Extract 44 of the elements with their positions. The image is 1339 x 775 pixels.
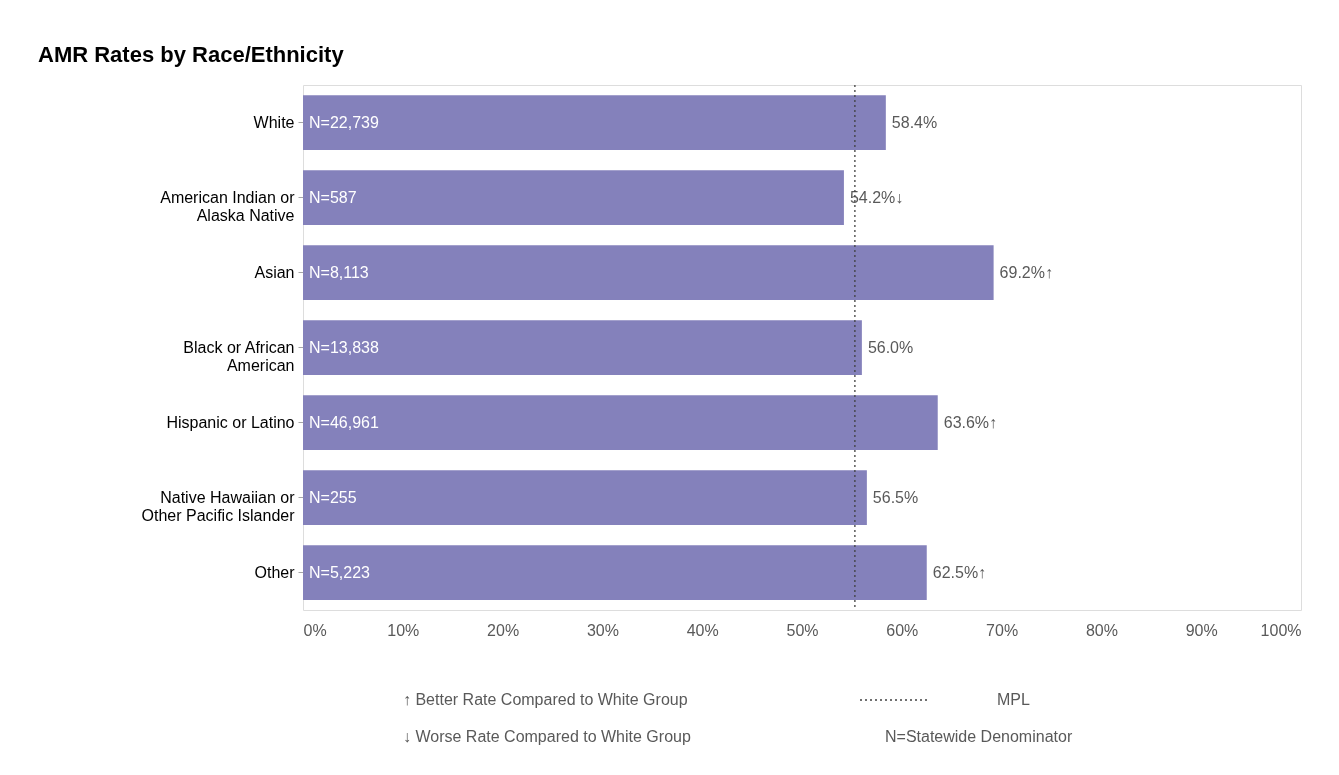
y-tick-label: Native Hawaiian or Other Pacific Islander	[141, 488, 296, 524]
annotation: N=13,838	[309, 338, 379, 356]
data-label: 63.6%↑	[943, 413, 998, 431]
annotation: N=8,113	[309, 263, 369, 281]
annotation: N=22,739	[309, 113, 379, 131]
bar	[303, 95, 886, 150]
data-label: 56.0%	[867, 338, 914, 356]
data-label: 69.2%↑	[999, 263, 1053, 281]
text: ↓ Worse Rate Compared to White Group	[403, 728, 691, 745]
x-tick-label: 50%	[786, 621, 819, 639]
ref-line-label: MPL	[997, 691, 1030, 708]
annotation: N=587	[309, 188, 357, 206]
bar	[303, 395, 938, 450]
y-tick-label: Hispanic or Latino	[166, 413, 295, 431]
data-label: 54.2%↓	[849, 188, 904, 206]
bar	[303, 170, 844, 225]
x-tick-label: 10%	[387, 621, 420, 639]
x-tick-label: 60%	[886, 621, 919, 639]
data-label: 62.5%↑	[932, 563, 987, 581]
y-tick-label: Asian	[254, 263, 295, 281]
y-tick-label: Black or African American	[183, 338, 295, 374]
x-tick-label: 40%	[686, 621, 719, 639]
y-tick-label: Other	[254, 563, 296, 581]
text: N=Statewide Denominator	[885, 728, 1073, 745]
data-label: 56.5%	[872, 488, 919, 506]
bar	[303, 245, 994, 300]
bar	[303, 320, 862, 375]
x-tick-label: 20%	[487, 621, 520, 639]
annotation: N=46,961	[309, 413, 379, 431]
text: ↑ Better Rate Compared to White Group	[403, 691, 688, 708]
data-label: 58.4%	[891, 113, 938, 131]
y-tick-label: White	[253, 113, 295, 131]
x-tick-label: 70%	[986, 621, 1019, 639]
x-tick-label: 90%	[1185, 621, 1218, 639]
bar	[303, 545, 927, 600]
annotation: N=5,223	[309, 563, 371, 581]
x-tick-label: 100%	[1260, 621, 1302, 639]
x-tick-label: 80%	[1085, 621, 1118, 639]
bar	[303, 470, 867, 525]
y-tick-label: American Indian or Alaska Native	[160, 188, 296, 224]
x-tick-label: 30%	[586, 621, 619, 639]
annotation: N=255	[309, 488, 357, 506]
x-tick-label: 0%	[303, 621, 327, 639]
chart-title: AMR Rates by Race/Ethnicity	[38, 42, 345, 67]
